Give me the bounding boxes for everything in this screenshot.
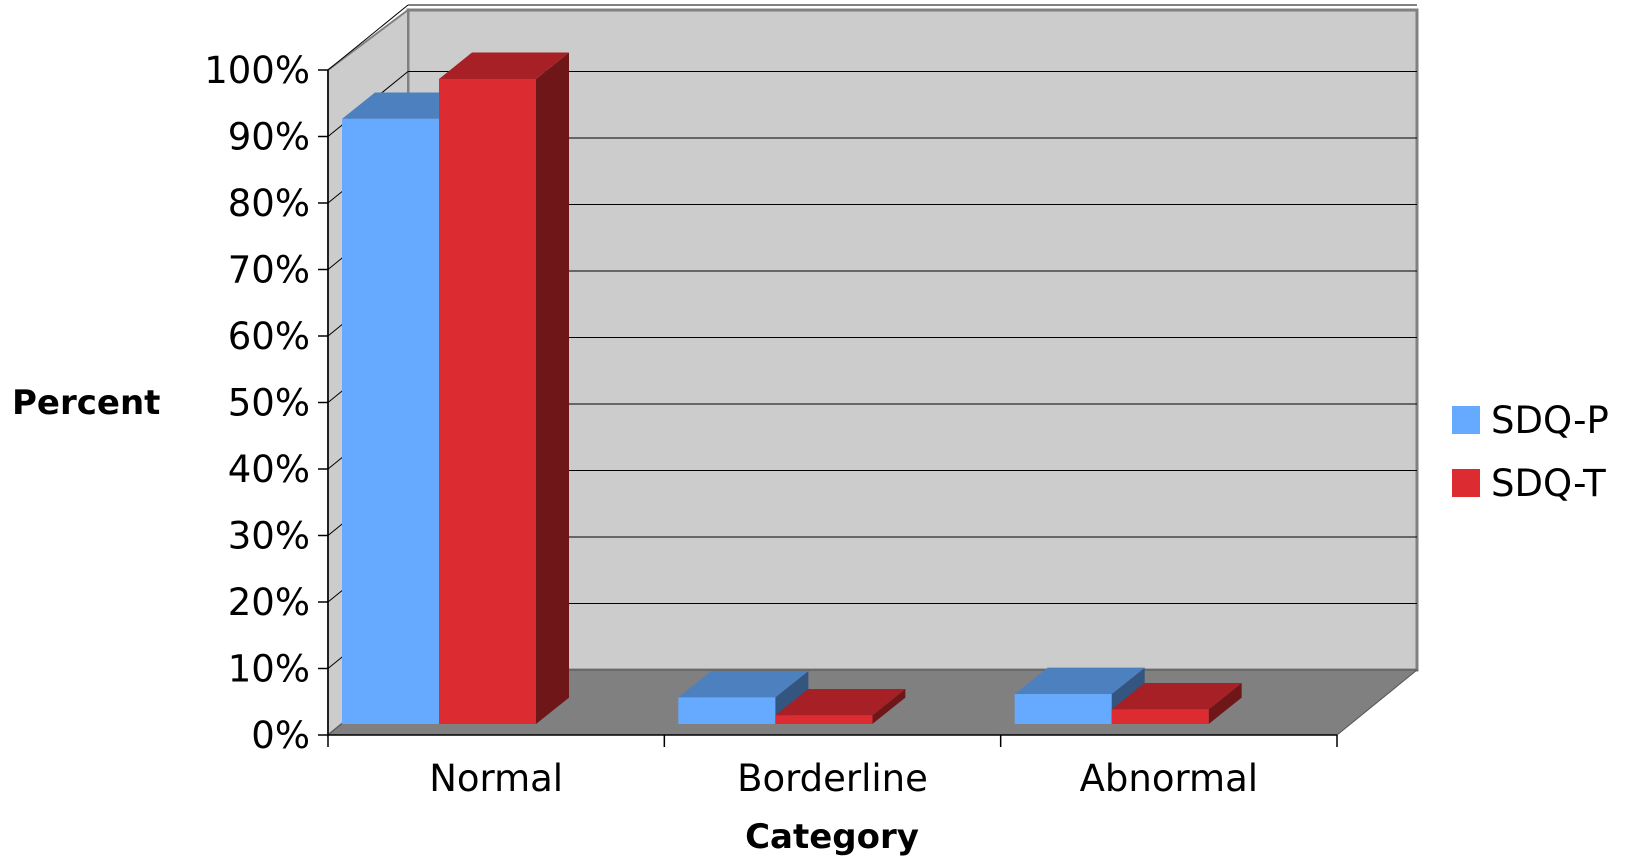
y-tick-label: 50% (228, 382, 310, 425)
bar-side (536, 52, 569, 725)
bar-side (872, 688, 906, 724)
bar-front (342, 118, 439, 725)
bar-top (1111, 682, 1242, 710)
bar-side (1208, 682, 1242, 724)
y-axis-title: Percent (12, 383, 160, 423)
gridline-side (327, 4, 409, 71)
legend-swatch (1452, 469, 1480, 497)
y-tick-label: 90% (228, 116, 310, 159)
bar-sdq-p-borderline (678, 671, 809, 724)
category-label: Abnormal (1080, 757, 1258, 800)
bar-front (678, 697, 776, 724)
legend-label: SDQ-T (1491, 462, 1606, 505)
y-tick-label: 60% (228, 315, 310, 358)
bar-top (678, 671, 809, 698)
y-ticks: 0% 10% 20% 30% 40% 50% 60% 70% 80% 90% 100% (204, 49, 328, 757)
bar-front (1014, 694, 1112, 724)
bar-top (775, 688, 906, 716)
bar-front (439, 78, 536, 724)
bar-sdq-t-normal (439, 52, 569, 725)
bar-top (1014, 667, 1145, 695)
y-tick-label: 30% (228, 515, 310, 558)
bar-front (1111, 709, 1209, 724)
x-ticks: Normal Borderline Abnormal (327, 735, 1338, 800)
y-tick-label: 10% (228, 648, 310, 691)
bars (342, 52, 1242, 725)
bar-top (439, 52, 569, 79)
y-tick-label: 80% (228, 182, 310, 225)
y-tick-label: 40% (228, 448, 310, 491)
y-tick-label: 20% (228, 581, 310, 624)
bar-sdq-p-abnormal (1014, 667, 1145, 724)
x-axis-title: Category (745, 817, 919, 857)
legend-swatch (1452, 406, 1480, 434)
legend: SDQ-P SDQ-T (1452, 399, 1609, 505)
y-tick-label: 70% (228, 249, 310, 292)
bar-front (775, 715, 873, 724)
legend-label: SDQ-P (1491, 399, 1609, 442)
bar-sdq-t-borderline (775, 688, 906, 724)
category-label: Borderline (737, 757, 928, 800)
bar-sdq-t-abnormal (1111, 682, 1242, 724)
category-label: Normal (429, 757, 563, 800)
y-tick-label: 100% (204, 49, 310, 92)
y-tick-label: 0% (251, 714, 310, 757)
